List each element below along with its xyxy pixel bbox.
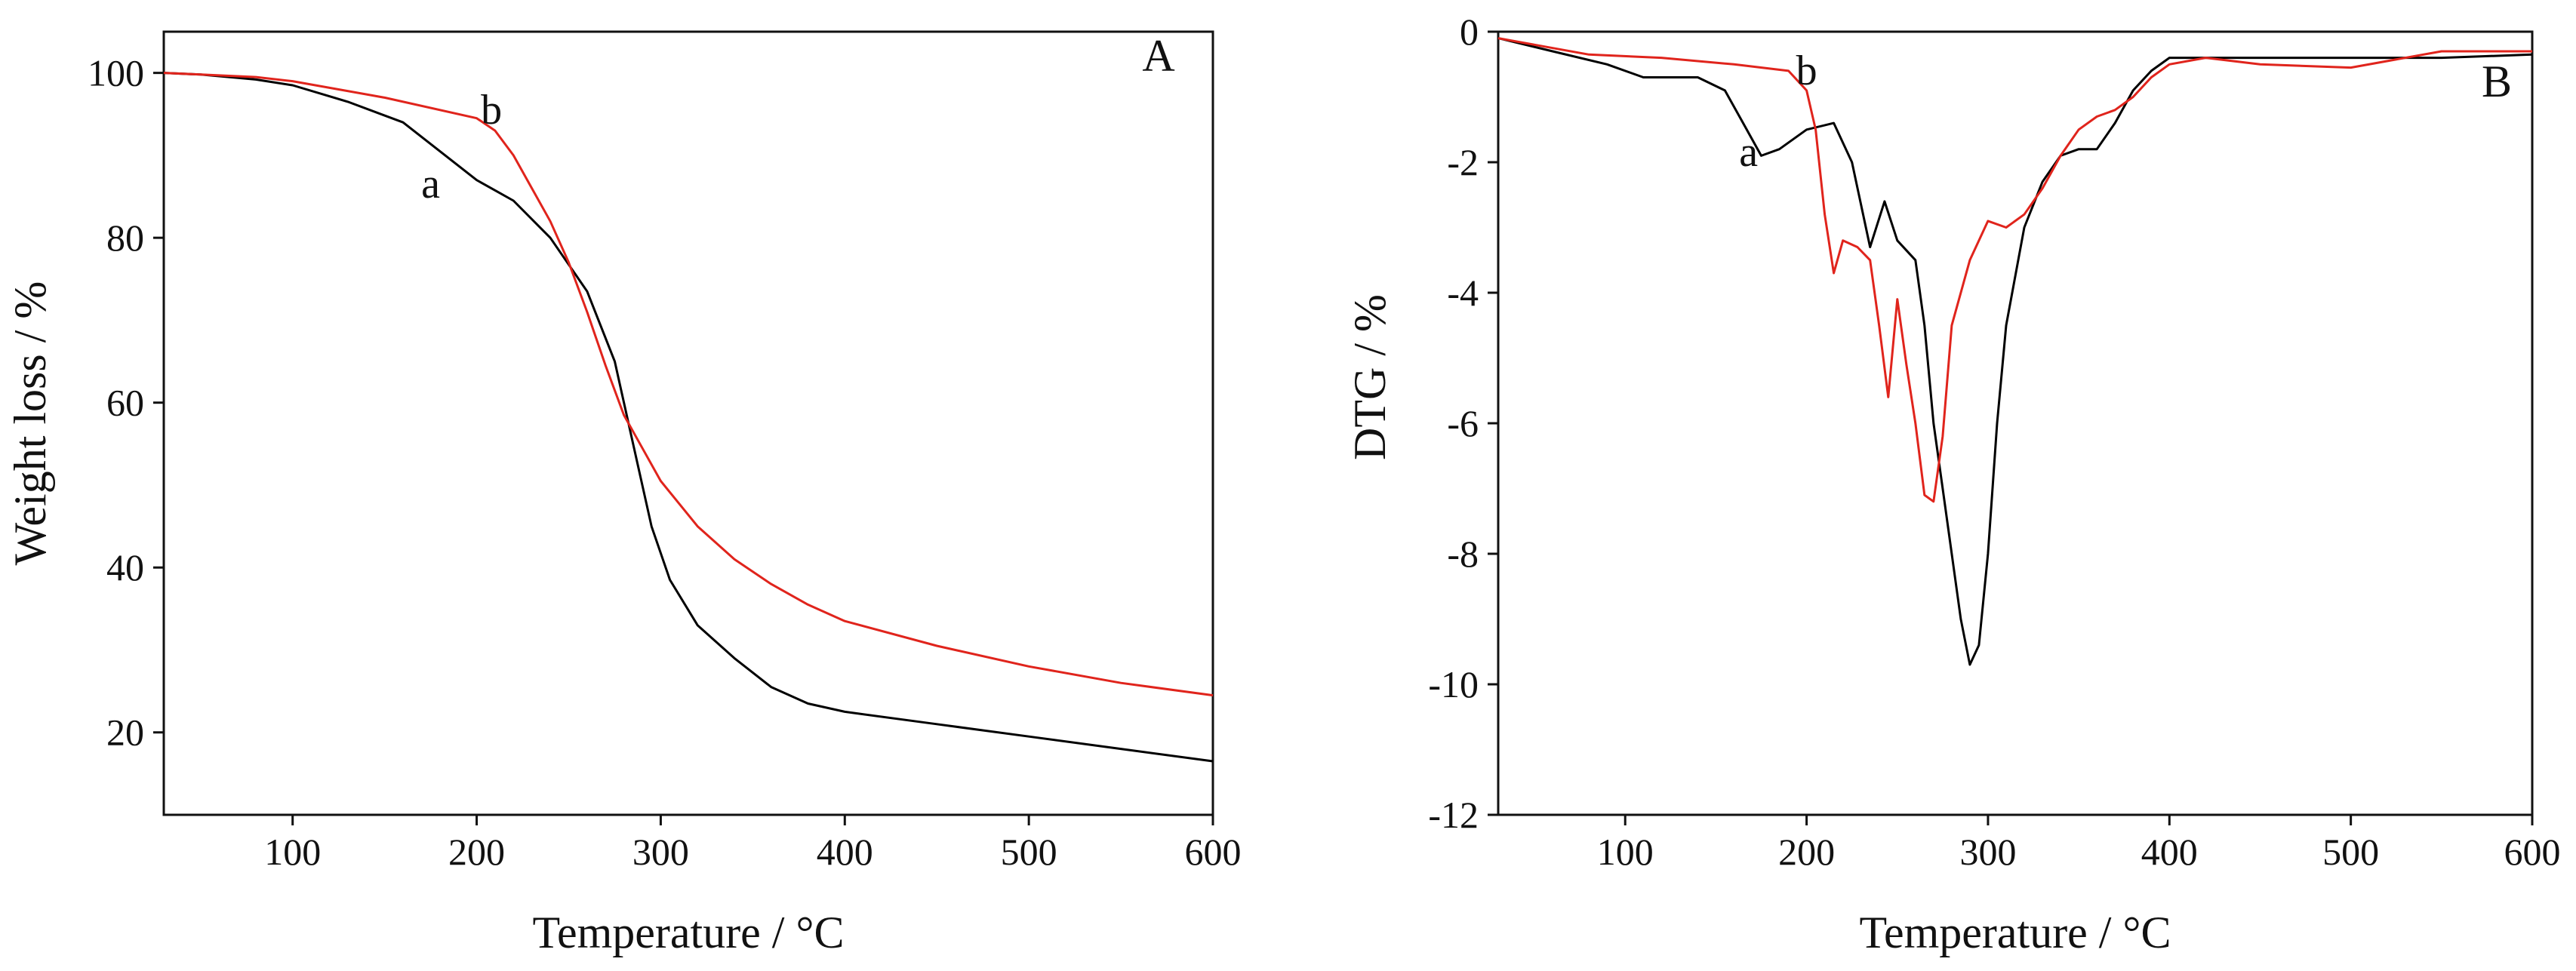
panel-b-label: B	[2482, 57, 2512, 106]
panel-b-dtg-chart: 100 200 300 400 500 600 0 -2 -4 -6 -8 -10 -12 ab B T…	[1345, 11, 2561, 957]
panel-b-y-tick-label: -8	[1447, 533, 1479, 575]
panel-a-x-tick-label: 500	[1001, 831, 1057, 873]
panel-b-series-line-a	[1497, 37, 2533, 666]
panel-a-x-tick-label: 300	[632, 831, 689, 873]
panel-a-curve-label-a: a	[421, 161, 440, 207]
panel-a-x-axis-title: Temperature / °C	[533, 908, 845, 957]
panel-a-x-tick-label: 200	[448, 831, 505, 873]
panel-b-y-tick-label: -6	[1447, 402, 1479, 444]
panel-a-y-tick-label: 80	[106, 217, 144, 259]
panel-a-series-line-a	[163, 72, 1214, 763]
panel-b-x-tick-label: 500	[2322, 831, 2379, 873]
panel-b-curve-label-b: b	[1796, 48, 1817, 94]
panel-b-plot-frame	[1497, 30, 2534, 816]
panel-b-y-axis-title: DTG / %	[1345, 294, 1395, 460]
panel-a-label: A	[1142, 31, 1174, 81]
panel-b-x-tick-label: 400	[2141, 831, 2198, 873]
panel-b-annotations: ab	[1739, 48, 1817, 176]
panel-b-x-axis-title: Temperature / °C	[1860, 908, 2171, 957]
panel-b-x-tick-label: 300	[1959, 831, 2016, 873]
panel-b-series	[1497, 37, 2533, 666]
panel-b-y-tick-label: -10	[1428, 663, 1479, 705]
panel-a-curve-label-b: b	[481, 87, 502, 134]
panel-a-y-axis-title: Weight loss / %	[5, 281, 55, 566]
panel-b-y-tick-label: 0	[1460, 11, 1479, 53]
panel-a-plot-frame	[162, 30, 1214, 816]
panel-a-x-tick-label: 100	[264, 831, 321, 873]
panel-a-annotations: ab	[421, 87, 502, 207]
panel-b-y-tick-label: -4	[1447, 272, 1479, 314]
panel-a-series-line-b	[163, 72, 1214, 697]
panel-b-curve-label-a: a	[1739, 129, 1758, 176]
panel-a-y-tick-label: 60	[106, 382, 144, 424]
panel-b-x-tick-label: 200	[1778, 831, 1835, 873]
panel-b-x-tick-label: 100	[1597, 831, 1654, 873]
panel-a-y-tick-label: 40	[106, 546, 144, 588]
panel-b-x-tick-label: 600	[2504, 831, 2561, 873]
panel-b-y-tick-label: -12	[1428, 794, 1479, 836]
panel-b-y-tick-label: -2	[1447, 141, 1479, 183]
panel-b-ticks: 100 200 300 400 500 600 0 -2 -4 -6 -8 -10 -12	[1428, 11, 2560, 873]
panel-a-x-tick-label: 400	[817, 831, 873, 873]
panel-a-x-tick-label: 600	[1185, 831, 1242, 873]
panel-a-series	[163, 72, 1214, 763]
panel-a-ticks: 100 200 300 400 500 600 20 40 60 80 100	[88, 52, 1242, 873]
panel-b-series-line-b	[1497, 37, 2532, 503]
panel-a-y-tick-label: 100	[88, 52, 144, 94]
panel-a-weight-loss-chart: 100 200 300 400 500 600 20 40 60 80 100 ab A Tempe…	[5, 30, 1242, 957]
panel-a-y-tick-label: 20	[106, 711, 144, 754]
